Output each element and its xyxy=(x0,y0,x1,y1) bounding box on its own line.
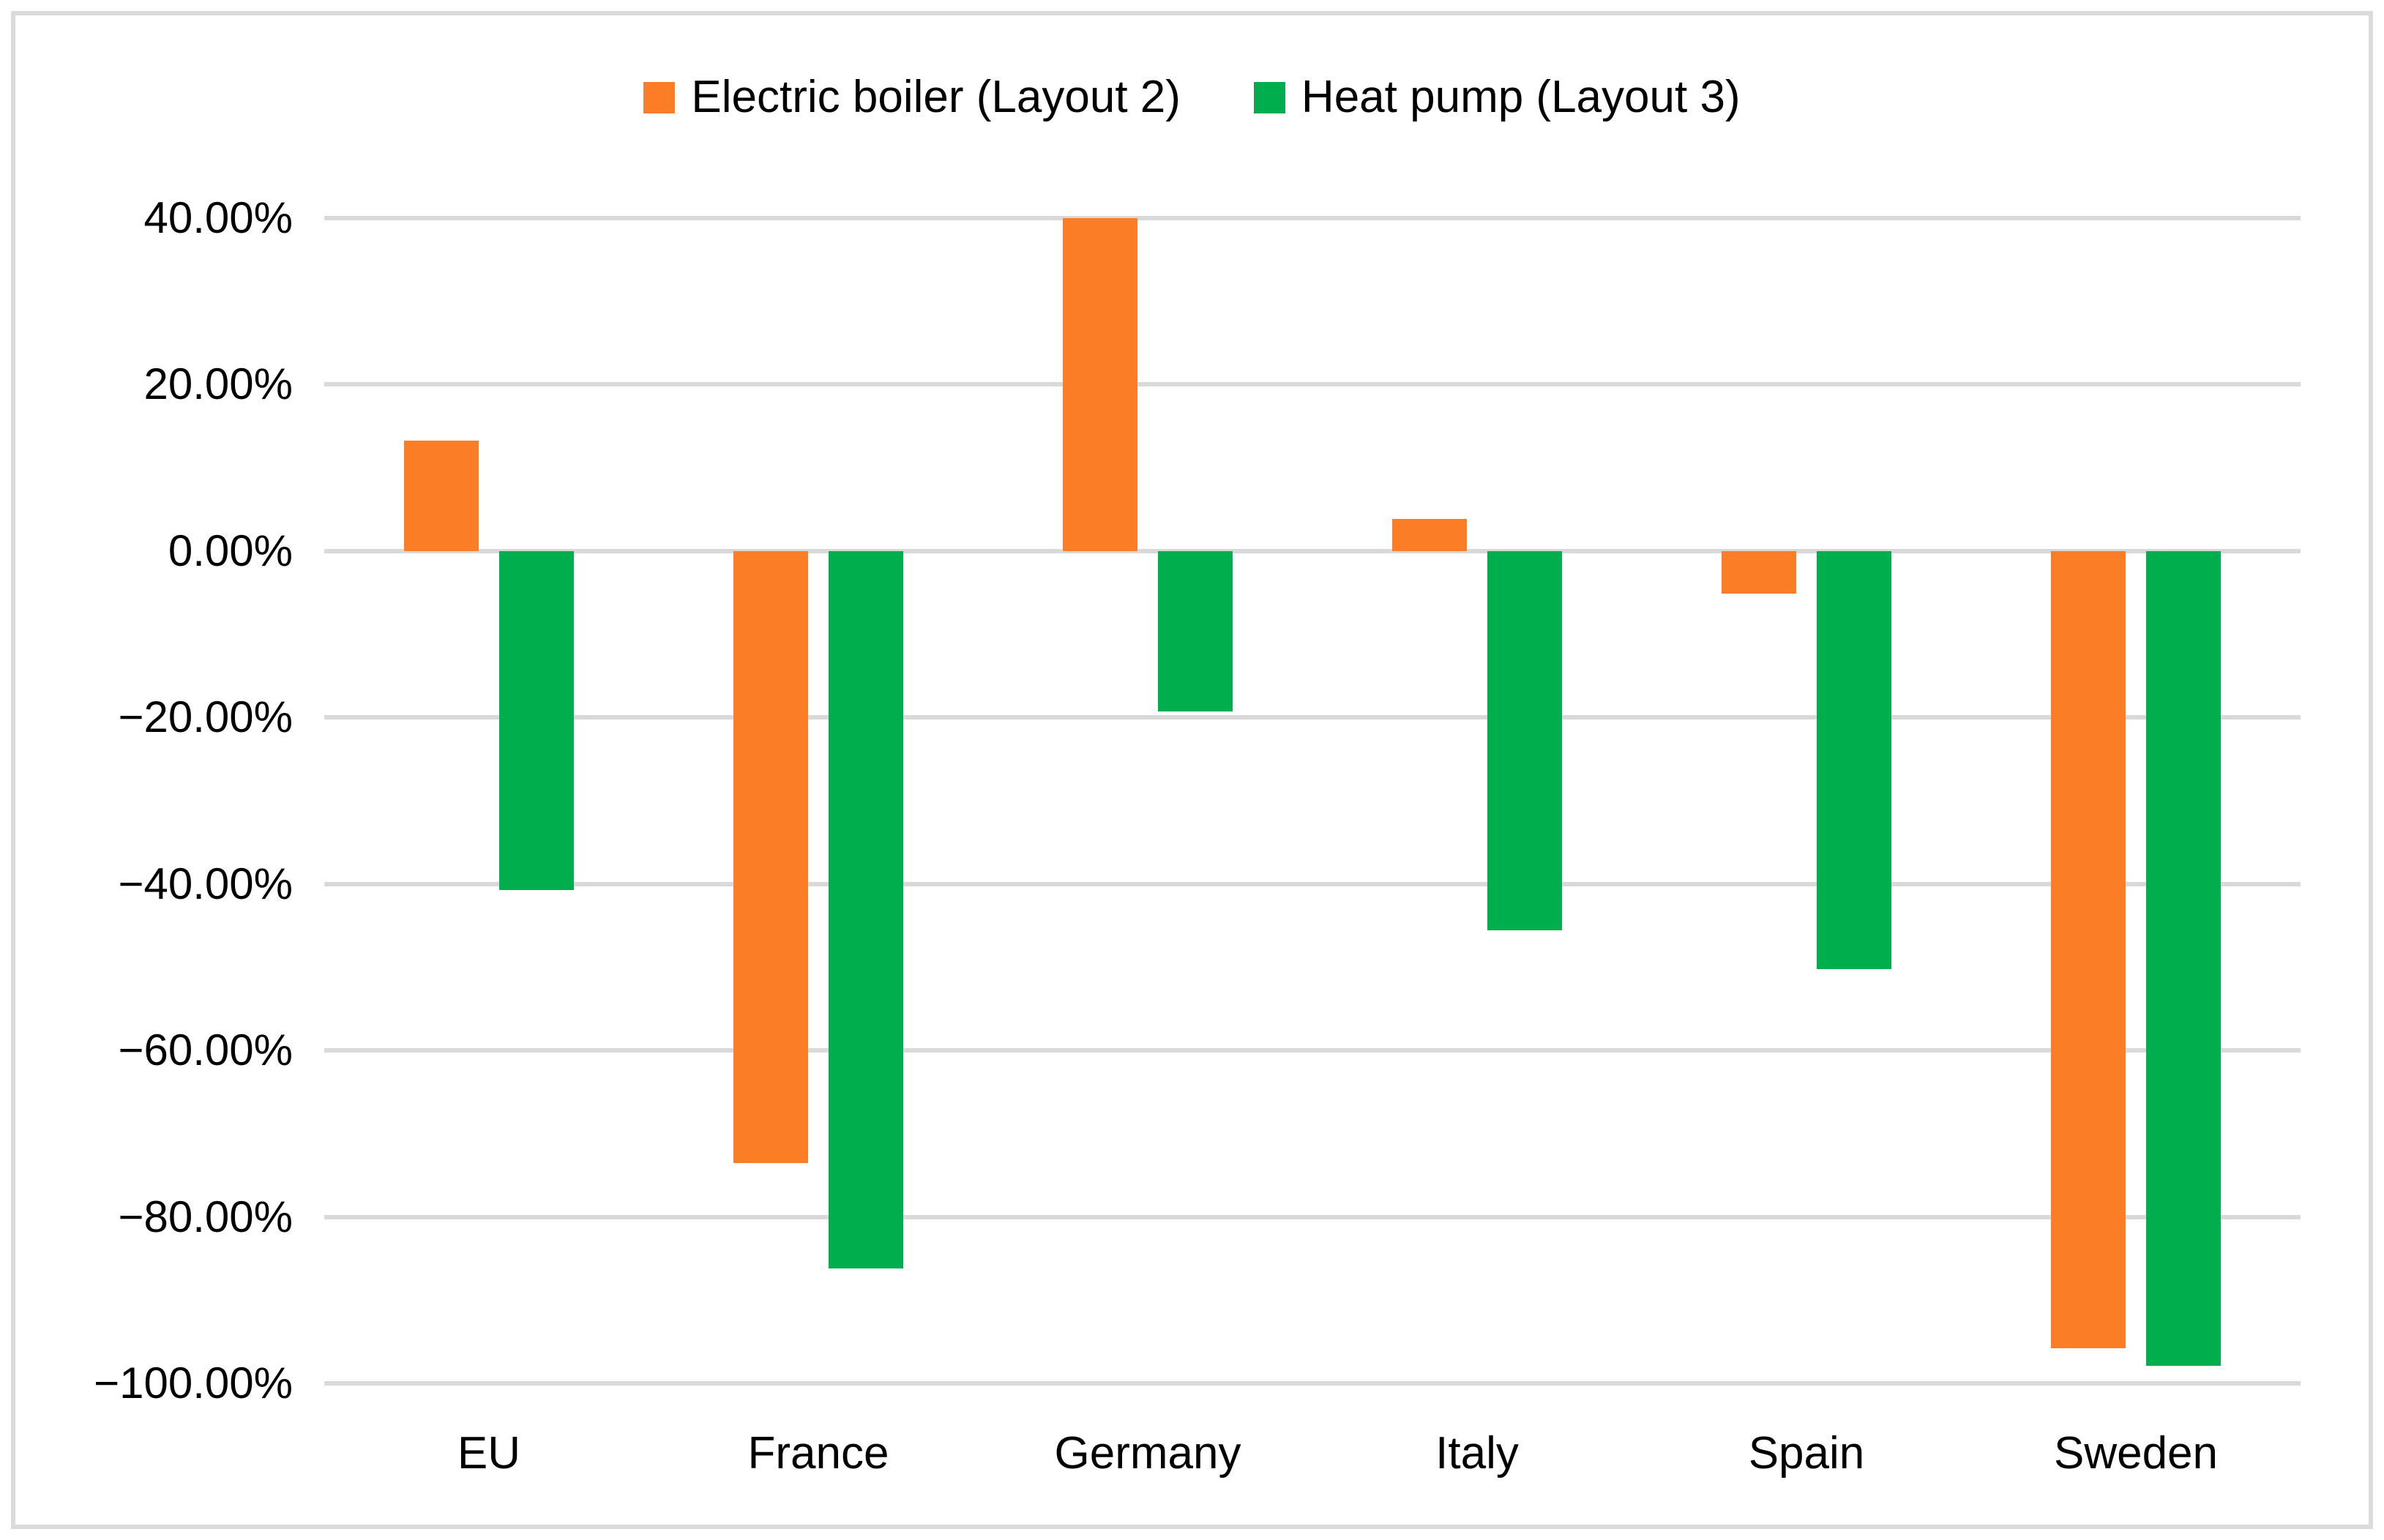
y-axis-tick-label-40: 40.00% xyxy=(143,193,294,242)
gridline--20 xyxy=(324,715,2301,720)
bar-heat-pump-sweden xyxy=(2146,550,2221,1367)
gridline--80 xyxy=(324,1214,2301,1219)
x-axis-label-france: France xyxy=(747,1428,889,1479)
gridline-0 xyxy=(324,548,2301,553)
bar-electric-boiler-sweden xyxy=(2051,550,2126,1349)
bar-electric-boiler-germany xyxy=(1063,218,1137,551)
bar-heat-pump-germany xyxy=(1158,550,1233,712)
gridline-20 xyxy=(324,382,2301,387)
bar-electric-boiler-spain xyxy=(1722,550,1796,594)
x-axis-label-spain: Spain xyxy=(1748,1428,1865,1479)
y-axis-tick-label-20: 20.00% xyxy=(143,359,294,409)
x-axis-label-germany: Germany xyxy=(1054,1428,1241,1479)
bar-electric-boiler-eu xyxy=(404,440,479,551)
gridline--60 xyxy=(324,1048,2301,1053)
y-axis-tick-label--40: −40.00% xyxy=(118,859,293,908)
bar-heat-pump-france xyxy=(829,550,903,1269)
x-axis-label-italy: Italy xyxy=(1435,1428,1519,1479)
y-axis-tick-label--20: −20.00% xyxy=(118,692,293,742)
x-axis-label-sweden: Sweden xyxy=(2053,1428,2219,1479)
legend-swatch-electric-boiler xyxy=(643,81,676,113)
bar-heat-pump-spain xyxy=(1817,550,1891,969)
gridline--100 xyxy=(324,1381,2301,1386)
legend-label-heat-pump: Heat pump (Layout 3) xyxy=(1301,72,1741,122)
bar-electric-boiler-italy xyxy=(1392,518,1467,551)
chart-legend: Electric boiler (Layout 2) Heat pump (La… xyxy=(0,73,2384,122)
legend-item-electric-boiler: Electric boiler (Layout 2) xyxy=(643,75,1181,120)
legend-label-electric-boiler: Electric boiler (Layout 2) xyxy=(691,72,1181,122)
y-axis-tick-label-0: 0.00% xyxy=(168,526,293,575)
legend-swatch-heat-pump xyxy=(1253,81,1285,113)
bar-electric-boiler-france xyxy=(733,550,808,1163)
bar-heat-pump-eu xyxy=(499,550,574,890)
bar-heat-pump-italy xyxy=(1487,550,1562,931)
gridline-40 xyxy=(324,216,2301,220)
y-axis-tick-label--100: −100.00% xyxy=(94,1358,293,1408)
gridline--40 xyxy=(324,881,2301,886)
legend-item-heat-pump: Heat pump (Layout 3) xyxy=(1253,72,1741,122)
y-axis-tick-label--80: −80.00% xyxy=(118,1192,293,1241)
x-axis-label-eu: EU xyxy=(457,1428,521,1479)
y-axis-tick-label--60: −60.00% xyxy=(118,1025,293,1075)
plot-area xyxy=(324,216,2301,1386)
